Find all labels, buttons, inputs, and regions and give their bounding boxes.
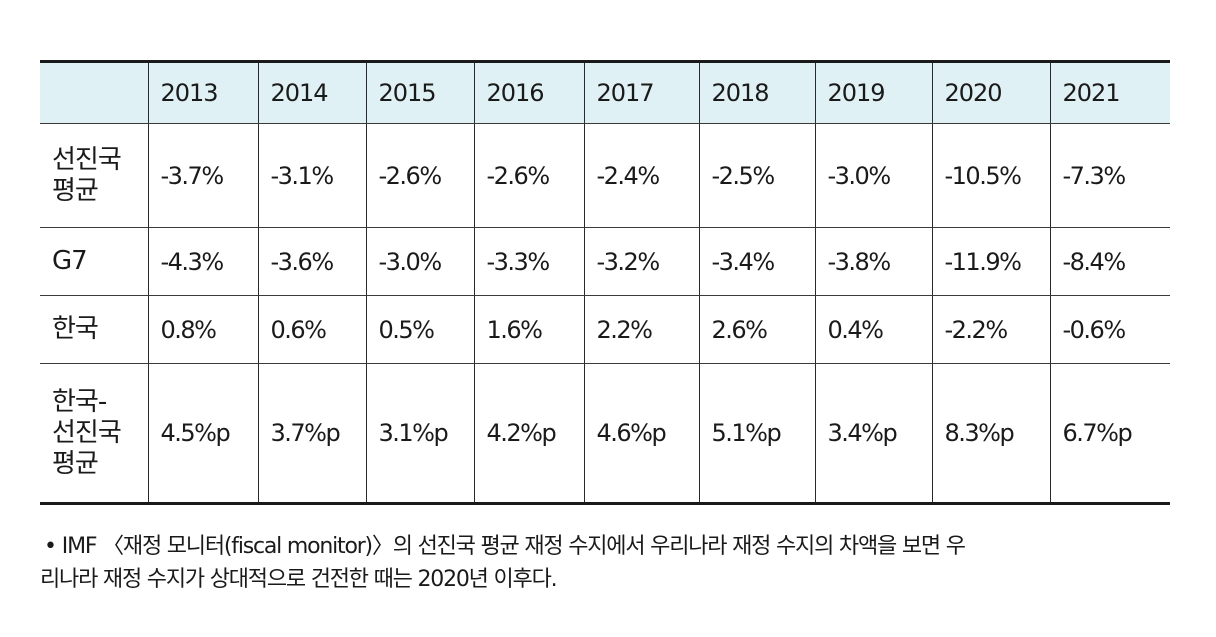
year-header-cell: 2014	[258, 61, 367, 124]
row-label-line: 한국-	[52, 386, 107, 417]
table-row-g7: G7 -4.3% -3.6% -3.0% -3.3% -3.2% -3.4% -…	[40, 227, 1170, 296]
footnote: • IMF 〈재정 모니터(fiscal monitor)〉의 선진국 평균 재정…	[40, 530, 1180, 596]
header-corner-cell	[40, 61, 149, 124]
value-cell: -3.4%	[699, 227, 816, 296]
value-cell: -3.2%	[584, 227, 700, 296]
row-label-cell: 한국- 선진국 평균	[40, 363, 149, 504]
row-label-line: 선진국	[52, 417, 122, 448]
row-label-cell: G7	[40, 227, 149, 296]
row-label-cell: 한국	[40, 295, 149, 364]
value-cell: -3.0%	[366, 227, 475, 296]
value-cell: 2.6%	[699, 295, 816, 364]
year-header-cell: 2018	[699, 61, 816, 124]
value-cell: -2.5%	[699, 123, 816, 228]
value-cell: 0.5%	[366, 295, 475, 364]
value-cell: -11.9%	[932, 227, 1051, 296]
value-cell: -2.6%	[366, 123, 475, 228]
value-cell: 5.1%p	[699, 363, 816, 504]
year-header-cell: 2015	[366, 61, 475, 124]
year-header-cell: 2020	[932, 61, 1051, 124]
year-header-cell: 2013	[148, 61, 259, 124]
fiscal-balance-table: 2013 2014 2015 2016 2017 2018 2019 2020 …	[40, 60, 1170, 505]
value-cell: -2.6%	[474, 123, 585, 228]
value-cell: 0.6%	[258, 295, 367, 364]
value-cell: 4.6%p	[584, 363, 700, 504]
value-cell: 2.2%	[584, 295, 700, 364]
value-cell: -3.8%	[815, 227, 933, 296]
row-label-line: 선진국	[52, 144, 122, 175]
value-cell: 3.7%p	[258, 363, 367, 504]
year-header-cell: 2016	[474, 61, 585, 124]
value-cell: 4.5%p	[148, 363, 259, 504]
footnote-line: 리나라 재정 수지가 상대적으로 건전한 때는 2020년 이후다.	[40, 567, 558, 592]
value-cell: 1.6%	[474, 295, 585, 364]
value-cell: 6.7%p	[1062, 419, 1133, 447]
value-cell: -3.3%	[474, 227, 585, 296]
value-cell: 0.8%	[148, 295, 259, 364]
footnote-text: IMF 〈재정 모니터(fiscal monitor)〉의 선진국 평균 재정 …	[61, 534, 966, 559]
value-cell: -10.5%	[932, 123, 1051, 228]
value-cell: 0.4%	[815, 295, 933, 364]
row-label-line: 평균	[52, 448, 99, 479]
year-header-cell: 2017	[584, 61, 700, 124]
value-cell: -2.4%	[584, 123, 700, 228]
value-cell: 3.1%p	[366, 363, 475, 504]
value-cell: 8.3%p	[932, 363, 1051, 504]
table-row-korea-minus-advanced: 한국- 선진국 평균 4.5%p 3.7%p 3.1%p 4.2%p 4.6%p…	[40, 363, 1170, 504]
year-header-cell: 2021	[1050, 61, 1170, 124]
value-cell: -0.6%	[1050, 295, 1170, 364]
value-cell: -7.3%	[1050, 123, 1170, 228]
value-cell: -8.4%	[1050, 227, 1170, 296]
row-label-line: 한국	[52, 314, 99, 344]
value-cell: 3.4%p	[815, 363, 933, 504]
value-cell: -3.7%	[148, 123, 259, 228]
table-row-advanced-average: 선진국 평균 -3.7% -3.1% -2.6% -2.6% -2.4% -2.…	[40, 123, 1170, 228]
footnote-line: • IMF 〈재정 모니터(fiscal monitor)〉의 선진국 평균 재정…	[40, 530, 1180, 563]
header-row: 2013 2014 2015 2016 2017 2018 2019 2020 …	[40, 61, 1170, 124]
fiscal-balance-table-container: 2013 2014 2015 2016 2017 2018 2019 2020 …	[40, 60, 1170, 505]
row-label-line: G7	[52, 246, 88, 276]
year-header-cell: 2019	[815, 61, 933, 124]
table-row-korea: 한국 0.8% 0.6% 0.5% 1.6% 2.2% 2.6% 0.4% -2…	[40, 295, 1170, 364]
value-cell: -3.1%	[258, 123, 367, 228]
value-cell: -3.0%	[815, 123, 933, 228]
value-cell: -2.2%	[932, 295, 1051, 364]
value-cell: -4.3%	[148, 227, 259, 296]
row-label-cell: 선진국 평균	[40, 123, 149, 228]
value-cell: -3.6%	[258, 227, 367, 296]
value-cell: 4.2%p	[474, 363, 585, 504]
row-label-line: 평균	[52, 175, 99, 206]
bullet-icon: •	[44, 534, 57, 559]
